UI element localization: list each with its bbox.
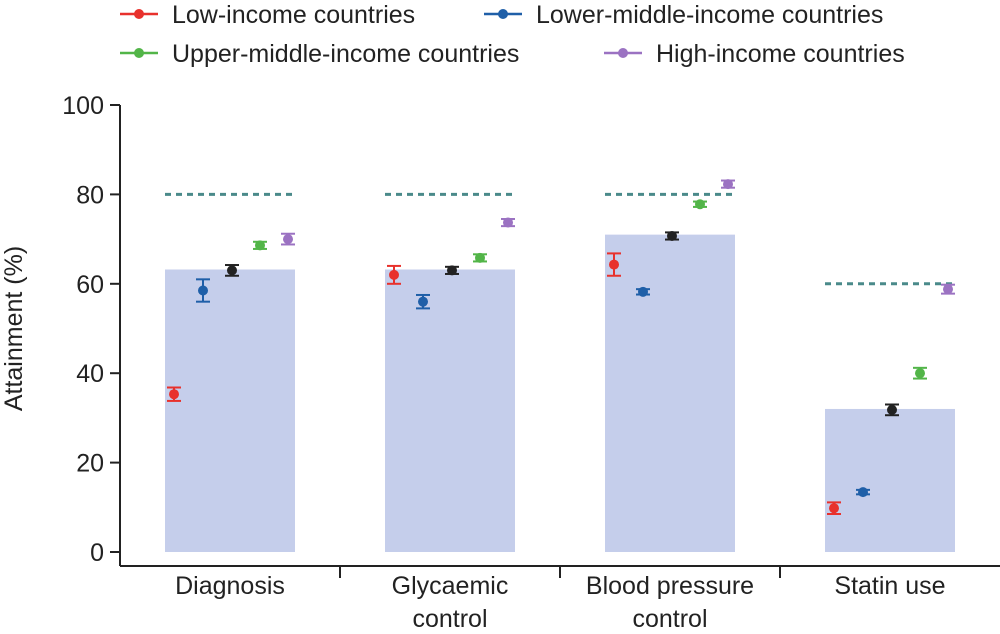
point-high-income-countries-diagnosis-marker [283,234,293,245]
point-upper-middle-income-countries-glycaemic-control [473,252,487,263]
point-overall-blood-pressure-control-marker [667,230,677,241]
y-axis-label: Attainment (%) [0,246,28,411]
x-tick-label-diagnosis: Diagnosis [175,572,285,600]
legend-marker-low-income-countries [134,9,144,19]
y-tick-label-0: 0 [90,539,104,567]
point-lower-middle-income-countries-blood-pressure-control [636,286,650,297]
point-overall-glycaemic-control [445,265,459,276]
point-low-income-countries-diagnosis-marker [169,389,179,400]
legend-label-lower-middle-income-countries: Lower-middle-income countries [536,1,883,29]
point-upper-middle-income-countries-glycaemic-control-marker [475,252,485,263]
point-high-income-countries-glycaemic-control-marker [503,217,513,228]
x-tick-label-glycaemic-control-line2: control [412,605,487,633]
point-lower-middle-income-countries-glycaemic-control [416,293,430,310]
point-lower-middle-income-countries-statin-use [856,487,870,498]
legend-item-upper-middle-income-countries: Upper-middle-income countries [120,40,519,68]
legend-item-low-income-countries: Low-income countries [120,1,415,29]
legend-label-high-income-countries: High-income countries [656,40,905,68]
legend: Low-income countries Lower-middle-income … [120,1,905,68]
point-high-income-countries-blood-pressure-control-marker [723,179,733,190]
point-low-income-countries-statin-use [827,501,841,516]
point-high-income-countries-blood-pressure-control [721,179,735,190]
legend-label-low-income-countries: Low-income countries [172,1,415,29]
point-overall-glycaemic-control-marker [447,265,457,276]
point-upper-middle-income-countries-statin-use-marker [915,368,925,379]
point-lower-middle-income-countries-diagnosis [196,278,210,303]
overall-bars [165,234,955,552]
point-low-income-countries-statin-use-marker [829,503,839,514]
y-tick-label-40: 40 [76,360,104,388]
point-overall-blood-pressure-control [665,230,679,241]
point-lower-middle-income-countries-diagnosis-marker [198,285,208,296]
point-upper-middle-income-countries-blood-pressure-control [693,199,707,210]
x-tick-label-glycaemic-control: Glycaemic [392,572,509,600]
legend-marker-upper-middle-income-countries [134,48,144,58]
y-tick-label-20: 20 [76,450,104,478]
point-low-income-countries-blood-pressure-control-marker [609,259,619,270]
point-low-income-countries-diagnosis [167,386,181,402]
legend-item-high-income-countries: High-income countries [604,40,905,68]
legend-marker-high-income-countries [618,48,628,58]
x-tick-label-blood-pressure-control: Blood pressure [586,572,754,600]
point-upper-middle-income-countries-blood-pressure-control-marker [695,199,705,210]
point-high-income-countries-statin-use-marker [943,284,953,295]
point-low-income-countries-glycaemic-control-marker [389,269,399,280]
point-upper-middle-income-countries-statin-use [913,366,927,380]
point-lower-middle-income-countries-blood-pressure-control-marker [638,286,648,297]
point-overall-diagnosis [225,264,239,277]
bar-overall-statin-use [825,408,955,552]
bar-overall-diagnosis [165,269,295,552]
y-tick-label-60: 60 [76,271,104,299]
point-lower-middle-income-countries-glycaemic-control-marker [418,296,428,307]
point-low-income-countries-glycaemic-control [387,264,401,285]
point-high-income-countries-glycaemic-control [501,217,515,228]
point-high-income-countries-statin-use [941,283,955,295]
y-tick-label-80: 80 [76,181,104,209]
point-overall-statin-use-marker [887,404,897,415]
x-tick-label-statin-use: Statin use [834,572,945,600]
axes: 0 20 40 60 80 100 Attainment (%) Diagnosis Glyca… [0,92,1000,633]
legend-item-lower-middle-income-countries: Lower-middle-income countries [484,1,883,29]
legend-label-upper-middle-income-countries: Upper-middle-income countries [172,40,519,68]
point-low-income-countries-blood-pressure-control [607,252,621,277]
data-points [167,179,955,516]
legend-marker-lower-middle-income-countries [498,9,508,19]
point-lower-middle-income-countries-statin-use-marker [858,487,868,498]
point-high-income-countries-diagnosis [281,232,295,246]
point-upper-middle-income-countries-diagnosis [253,240,267,251]
point-overall-statin-use [885,403,899,417]
x-tick-label-blood-pressure-control-line2: control [632,605,707,633]
point-upper-middle-income-countries-diagnosis-marker [255,240,265,251]
bar-overall-blood-pressure-control [605,234,735,552]
point-overall-diagnosis-marker [227,265,237,276]
bar-overall-glycaemic-control [385,269,515,552]
y-tick-label-100: 100 [62,92,104,120]
